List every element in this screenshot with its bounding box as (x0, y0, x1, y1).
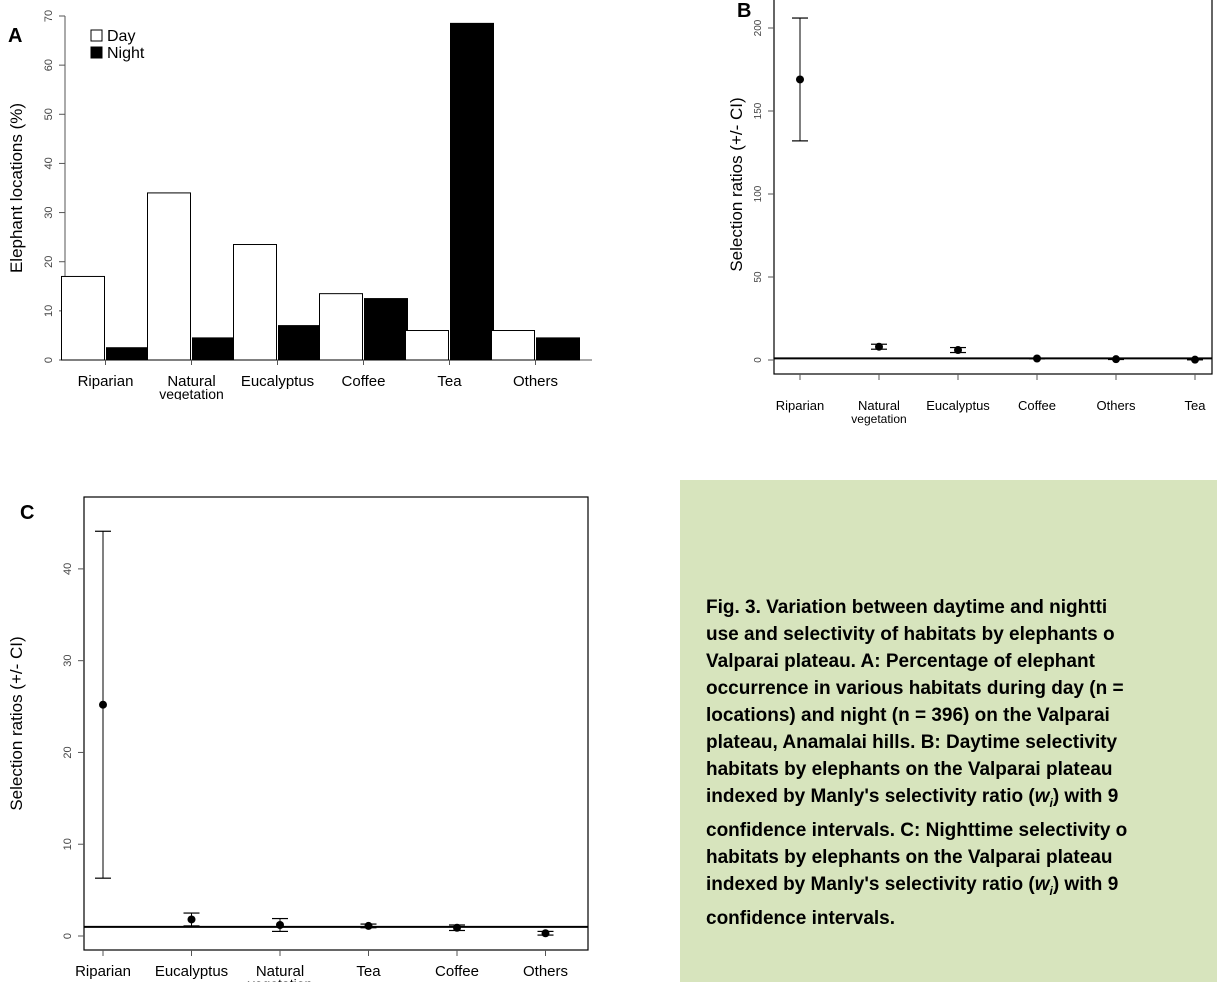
y-axis-title: Selection ratios (+/- CI) (7, 636, 26, 810)
chart-b-svg: B 0 50 100 150 200 Selection ratios (+/- CI) Ri… (727, 0, 1213, 426)
bar-night (536, 337, 580, 361)
bar-day (319, 293, 363, 361)
panel-label: C (20, 502, 34, 524)
x-tick-label: Coffee (342, 373, 386, 390)
y-tick-label: 20 (43, 256, 55, 268)
caption-line: confidence intervals. C: Nighttime selec… (706, 819, 1128, 841)
panel-label: B (737, 0, 751, 22)
y-tick-label: 0 (753, 357, 764, 363)
x-tick-label: Others (523, 963, 568, 980)
figure-caption: Fig. 3. Variation between daytime and ni… (706, 594, 1217, 932)
y-tick-label: 0 (62, 933, 74, 939)
y-tick-label: 0 (43, 357, 55, 363)
data-point (875, 342, 883, 351)
x-tick-label: Tea (356, 963, 381, 980)
plot-frame (83, 496, 589, 951)
y-tick-label: 60 (43, 59, 55, 71)
y-tick-label: 200 (753, 19, 764, 36)
y-tick-label: 30 (62, 655, 74, 667)
data-point (364, 921, 373, 930)
y-tick-label: 50 (753, 271, 764, 283)
y-tick-label: 20 (62, 746, 74, 758)
bar-night (192, 337, 236, 361)
x-tick-label: vegetation (851, 412, 906, 426)
chart-a-svg: A 0 10 20 30 40 50 60 70 Elephant locations (%) Ri… (7, 10, 592, 402)
y-tick-label: 10 (62, 838, 74, 850)
bar-night (364, 298, 408, 361)
x-tick-label: Natural (167, 373, 215, 390)
x-tick-label: Others (513, 373, 558, 390)
x-tick-label: Coffee (435, 963, 479, 980)
x-tick-label: Eucalyptus (926, 398, 990, 413)
caption-line: Valparai plateau. A: Percentage of eleph… (706, 651, 1095, 672)
y-tick-label: 150 (753, 102, 764, 119)
x-tick-label: Riparian (75, 963, 131, 980)
bar-day (61, 275, 105, 361)
caption-line: Fig. 3. Variation between daytime and ni… (706, 597, 1108, 618)
legend-label-night: Night (107, 45, 145, 62)
data-point (1191, 355, 1199, 364)
y-tick-label: 70 (43, 10, 55, 22)
bar-night (106, 347, 150, 361)
caption-line: indexed by Manly's selectivity ratio (wi… (706, 786, 1119, 810)
y-tick-label: 50 (43, 108, 55, 120)
y-tick-label: 40 (43, 157, 55, 169)
x-tick-label: Others (1096, 398, 1136, 413)
data-point (541, 929, 550, 938)
data-point (1033, 354, 1041, 363)
plot-frame (773, 0, 1213, 375)
x-tick-label: Tea (1185, 398, 1207, 413)
figure-caption-box: Fig. 3. Variation between daytime and ni… (680, 480, 1217, 982)
panel-a-bar-chart: A 0 10 20 30 40 50 60 70 Elephant locations (%) Ri… (0, 0, 600, 402)
data-point (453, 923, 461, 932)
caption-symbol-wi: wi (1034, 873, 1053, 898)
bar-day (233, 244, 277, 361)
legend-swatch-day (90, 29, 103, 42)
data-point (1112, 355, 1120, 364)
panel-label: A (8, 25, 22, 47)
x-tick-label: Eucalyptus (241, 373, 314, 390)
panel-b-selection-chart: B 0 50 100 150 200 Selection ratios (+/- CI) Ri… (690, 0, 1217, 470)
panel-c-selection-chart: C 0 10 20 30 40 Selection ratios (+/- CI) Ripar… (0, 482, 600, 987)
caption-line: indexed by Manly's selectivity ratio (wi… (706, 873, 1119, 898)
x-tick-label: Riparian (776, 398, 824, 413)
x-tick-label: vegetation (159, 386, 224, 400)
legend-swatch-night (90, 46, 103, 59)
caption-symbol-wi: wi (1034, 786, 1053, 810)
y-tick-label: 10 (43, 305, 55, 317)
bar-day (147, 192, 191, 361)
caption-line: plateau, Anamalai hills. B: Daytime sele… (706, 732, 1118, 753)
x-tick-label: Eucalyptus (155, 963, 228, 980)
bar-day (491, 330, 535, 361)
y-tick-label: 30 (43, 206, 55, 218)
x-tick-label: Natural (256, 963, 304, 980)
bar-night (450, 22, 494, 361)
bar-night (278, 325, 322, 361)
caption-line: locations) and night (n = 396) on the Va… (706, 705, 1110, 726)
data-point (796, 75, 804, 84)
caption-line: habitats by elephants on the Valparai pl… (706, 759, 1113, 780)
caption-line: occurrence in various habitats during da… (706, 678, 1124, 699)
data-point (276, 920, 284, 929)
data-point (99, 700, 107, 709)
data-point (954, 346, 962, 355)
bar-day (405, 330, 449, 361)
x-tick-label: Riparian (78, 373, 134, 390)
y-tick-label: 100 (753, 185, 764, 202)
x-tick-label: Tea (437, 373, 462, 390)
caption-line: use and selectivity of habitats by eleph… (706, 624, 1115, 645)
data-point (187, 915, 196, 924)
caption-line: confidence intervals. (706, 907, 896, 929)
caption-line: habitats by elephants on the Valparai pl… (706, 846, 1113, 868)
y-axis-title: Elephant locations (%) (7, 103, 26, 273)
x-tick-label: vegetation (248, 976, 313, 982)
legend-label-day: Day (107, 28, 135, 45)
y-axis-title: Selection ratios (+/- CI) (727, 97, 746, 271)
chart-c-svg: C 0 10 20 30 40 Selection ratios (+/- CI) Ripar… (7, 496, 589, 987)
x-tick-label: Natural (858, 398, 900, 413)
y-tick-label: 40 (62, 563, 74, 575)
x-tick-label: Coffee (1018, 398, 1056, 413)
